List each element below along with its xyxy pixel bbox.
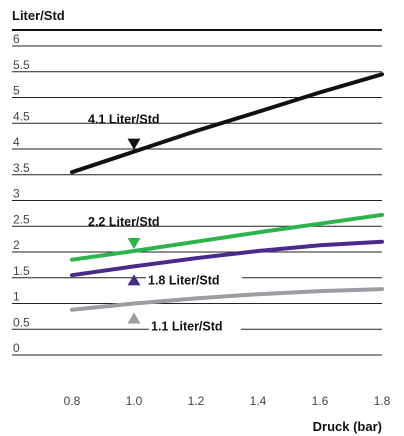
y-tick-label: 1 xyxy=(13,290,20,304)
y-tick-label: 3 xyxy=(13,187,20,201)
y-tick-label: 2.5 xyxy=(13,212,30,226)
y-tick-label: 1.5 xyxy=(13,264,30,278)
up-triangle-marker xyxy=(127,312,141,324)
x-tick-label: 1.2 xyxy=(188,394,205,408)
y-tick-label: 2 xyxy=(13,238,20,252)
y-tick-label: 4 xyxy=(13,135,20,149)
grid xyxy=(12,29,382,356)
y-tick-label: 5 xyxy=(13,84,20,98)
x-tick-label: 1.4 xyxy=(250,394,267,408)
y-axis-title: Liter/Std xyxy=(12,8,65,23)
down-triangle-marker xyxy=(127,237,141,249)
series-label: 1.1 Liter/Std xyxy=(151,320,223,334)
series-label: 2.2 Liter/Std xyxy=(88,215,160,229)
series-line xyxy=(70,287,384,312)
x-tick-label: 0.8 xyxy=(64,394,81,408)
label-background xyxy=(149,319,241,334)
series-line xyxy=(70,239,384,278)
y-tick-label: 6 xyxy=(13,32,20,46)
series-line xyxy=(70,212,384,262)
series-lines xyxy=(70,72,384,312)
series-label: 1.8 Liter/Std xyxy=(148,273,220,287)
x-tick-label: 1.6 xyxy=(312,394,329,408)
up-triangle-marker xyxy=(127,274,141,286)
x-tick-label: 1.8 xyxy=(374,394,391,408)
series-label: 4.1 Liter/Std xyxy=(88,113,160,127)
x-tick-labels: 0.8 1.0 1.2 1.4 1.6 1.8 xyxy=(64,394,391,408)
y-tick-labels: 6 5.5 5 4.5 4 3.5 3 2.5 2 1.5 1 0.5 0 xyxy=(13,32,30,355)
y-tick-label: 0 xyxy=(13,341,20,355)
down-triangle-marker xyxy=(127,138,141,150)
x-axis-title: Druck (bar) xyxy=(313,419,382,434)
y-tick-label: 5.5 xyxy=(13,58,30,72)
y-tick-label: 3.5 xyxy=(13,161,30,175)
y-tick-label: 0.5 xyxy=(13,315,30,329)
x-tick-label: 1.0 xyxy=(126,394,143,408)
label-background xyxy=(146,273,242,288)
series-line xyxy=(70,72,384,175)
annotations: 4.1 Liter/Std 2.2 Liter/Std 1.8 Liter/Std 1… xyxy=(88,113,242,334)
y-tick-label: 4.5 xyxy=(13,109,30,123)
